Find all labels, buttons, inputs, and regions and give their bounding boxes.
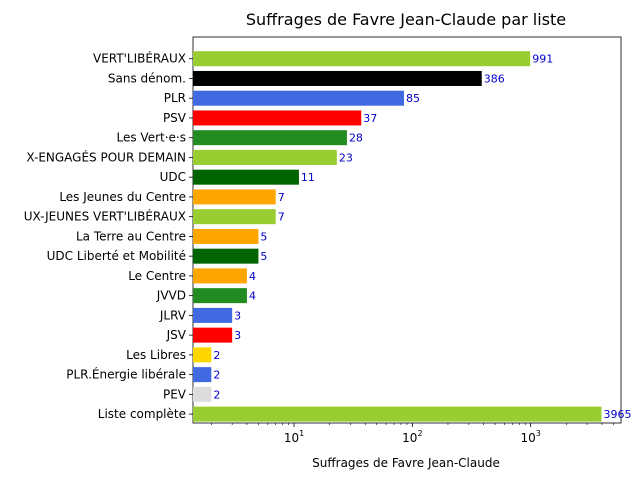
category-label: PEV: [163, 387, 187, 401]
bar-value-label: 4: [249, 290, 256, 303]
category-label: Les Vert·e·s: [117, 131, 187, 145]
chart-title: Suffrages de Favre Jean-Claude par liste: [246, 10, 566, 29]
bar-value-label: 2: [213, 388, 220, 401]
category-label: Le Centre: [128, 269, 186, 283]
bar: [193, 149, 337, 165]
x-axis-label: Suffrages de Favre Jean-Claude: [312, 456, 500, 470]
bar: [193, 90, 404, 106]
bar: [193, 386, 212, 402]
category-label: UDC: [160, 170, 186, 184]
category-label: Liste complète: [98, 407, 186, 421]
bar: [193, 70, 482, 86]
category-label: UX-JEUNES VERT'LIBÉRAUX: [24, 209, 186, 224]
bar: [193, 307, 233, 323]
bar: [193, 347, 212, 363]
bar-value-label: 2: [213, 369, 220, 382]
bar-value-label: 5: [260, 230, 267, 243]
category-label: JVVD: [156, 289, 186, 303]
bar: [193, 51, 531, 67]
bar-value-label: 386: [484, 72, 505, 85]
bar-value-label: 3965: [603, 408, 631, 421]
bar: [193, 169, 299, 185]
bar-value-label: 3: [234, 329, 241, 342]
category-label: Sans dénom.: [108, 71, 186, 85]
bar-value-label: 2: [213, 349, 220, 362]
bar-value-label: 7: [278, 211, 285, 224]
category-labels: VERT'LIBÉRAUX Sans dénom. PLR PSV Les Vert·e…: [24, 51, 193, 421]
category-label: PSV: [163, 111, 187, 125]
category-label: UDC Liberté et Mobilité: [47, 249, 186, 263]
x-tick-label: 102: [402, 429, 422, 445]
category-label: JSV: [166, 328, 187, 342]
category-label: Les Libres: [126, 348, 186, 362]
x-tick-label: 101: [284, 429, 304, 445]
bar-value-label: 7: [278, 191, 285, 204]
bar: [193, 130, 347, 146]
x-tick-label: 103: [520, 429, 540, 445]
x-axis-ticks: 101 102 103: [211, 423, 614, 445]
bar: [193, 288, 247, 304]
bar-value-label: 23: [339, 151, 353, 164]
bar-value-label: 11: [301, 171, 315, 184]
bar: [193, 327, 233, 343]
category-label: JLRV: [159, 308, 187, 322]
bar: [193, 406, 602, 422]
category-label: VERT'LIBÉRAUX: [93, 51, 186, 66]
category-label: La Terre au Centre: [76, 229, 186, 243]
bar: [193, 367, 212, 383]
bar: [193, 110, 362, 126]
category-label: Les Jeunes du Centre: [59, 190, 186, 204]
bar-value-label: 85: [406, 92, 420, 105]
bar-value-label: 991: [532, 53, 553, 66]
bar-value-label: 4: [249, 270, 256, 283]
category-label: PLR.Énergie libérale: [66, 367, 186, 382]
bar: [193, 228, 259, 244]
bar-value-label: 5: [260, 250, 267, 263]
bar: [193, 248, 259, 264]
bar-value-label: 28: [349, 132, 363, 145]
bar: [193, 209, 276, 225]
category-label: PLR: [164, 91, 186, 105]
bar: [193, 268, 247, 284]
bar: [193, 189, 276, 205]
bar-value-label: 37: [363, 112, 377, 125]
category-label: X-ENGAGÉS POUR DEMAIN: [26, 149, 186, 164]
bar-value-label: 3: [234, 309, 241, 322]
